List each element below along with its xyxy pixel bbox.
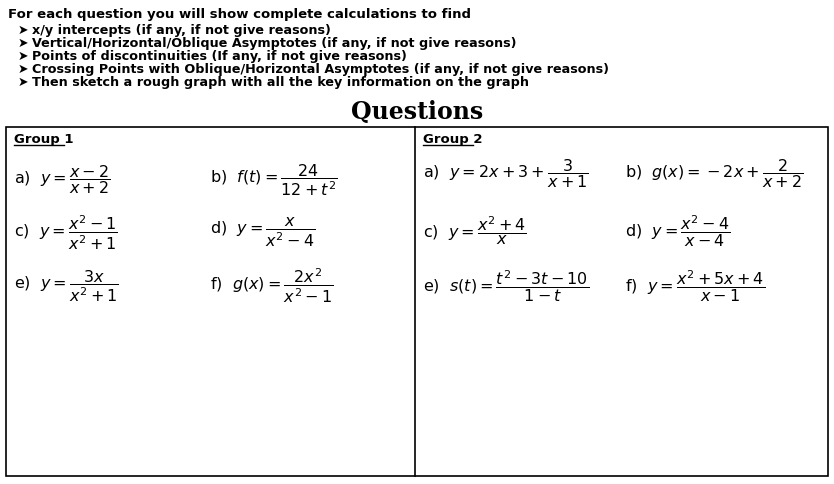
Text: ➤: ➤	[18, 63, 28, 76]
Text: ➤: ➤	[18, 24, 28, 37]
Text: For each question you will show complete calculations to find: For each question you will show complete…	[8, 8, 471, 21]
Text: f)  $g(x)=\dfrac{2x^2}{x^2-1}$: f) $g(x)=\dfrac{2x^2}{x^2-1}$	[210, 266, 334, 304]
Text: c)  $y=\dfrac{x^2-1}{x^2+1}$: c) $y=\dfrac{x^2-1}{x^2+1}$	[14, 213, 118, 252]
Text: c)  $y=\dfrac{x^2+4}{x}$: c) $y=\dfrac{x^2+4}{x}$	[423, 214, 527, 247]
Bar	[6, 128, 828, 476]
Text: ➤: ➤	[18, 50, 28, 63]
Text: a)  $y=\dfrac{x-2}{x+2}$: a) $y=\dfrac{x-2}{x+2}$	[14, 163, 111, 196]
Text: Points of discontinuities (If any, if not give reasons): Points of discontinuities (If any, if no…	[32, 50, 407, 63]
Text: Group 2: Group 2	[423, 133, 483, 146]
Text: b)  $g(x)=-2x+\dfrac{2}{x+2}$: b) $g(x)=-2x+\dfrac{2}{x+2}$	[625, 157, 803, 190]
Text: e)  $y=\dfrac{3x}{x^2+1}$: e) $y=\dfrac{3x}{x^2+1}$	[14, 268, 119, 303]
Text: d)  $y=\dfrac{x}{x^2-4}$: d) $y=\dfrac{x}{x^2-4}$	[210, 216, 315, 249]
Text: Group 1: Group 1	[14, 133, 73, 146]
Text: f)  $y=\dfrac{x^2+5x+4}{x-1}$: f) $y=\dfrac{x^2+5x+4}{x-1}$	[625, 268, 765, 303]
Text: ➤: ➤	[18, 76, 28, 89]
Text: b)  $f(t)=\dfrac{24}{12+t^2}$: b) $f(t)=\dfrac{24}{12+t^2}$	[210, 162, 338, 197]
Text: x/y intercepts (if any, if not give reasons): x/y intercepts (if any, if not give reas…	[32, 24, 331, 37]
Text: Questions: Questions	[351, 100, 483, 124]
Text: d)  $y=\dfrac{x^2-4}{x-4}$: d) $y=\dfrac{x^2-4}{x-4}$	[625, 212, 731, 248]
Text: Vertical/Horizontal/Oblique Asymptotes (if any, if not give reasons): Vertical/Horizontal/Oblique Asymptotes (…	[32, 37, 516, 50]
Text: ➤: ➤	[18, 37, 28, 50]
Text: e)  $s(t)=\dfrac{t^2-3t-10}{1-t}$: e) $s(t)=\dfrac{t^2-3t-10}{1-t}$	[423, 268, 589, 303]
Text: Crossing Points with Oblique/Horizontal Asymptotes (if any, if not give reasons): Crossing Points with Oblique/Horizontal …	[32, 63, 609, 76]
Text: Then sketch a rough graph with all the key information on the graph: Then sketch a rough graph with all the k…	[32, 76, 529, 89]
Text: a)  $y=2x+3+\dfrac{3}{x+1}$: a) $y=2x+3+\dfrac{3}{x+1}$	[423, 157, 589, 190]
